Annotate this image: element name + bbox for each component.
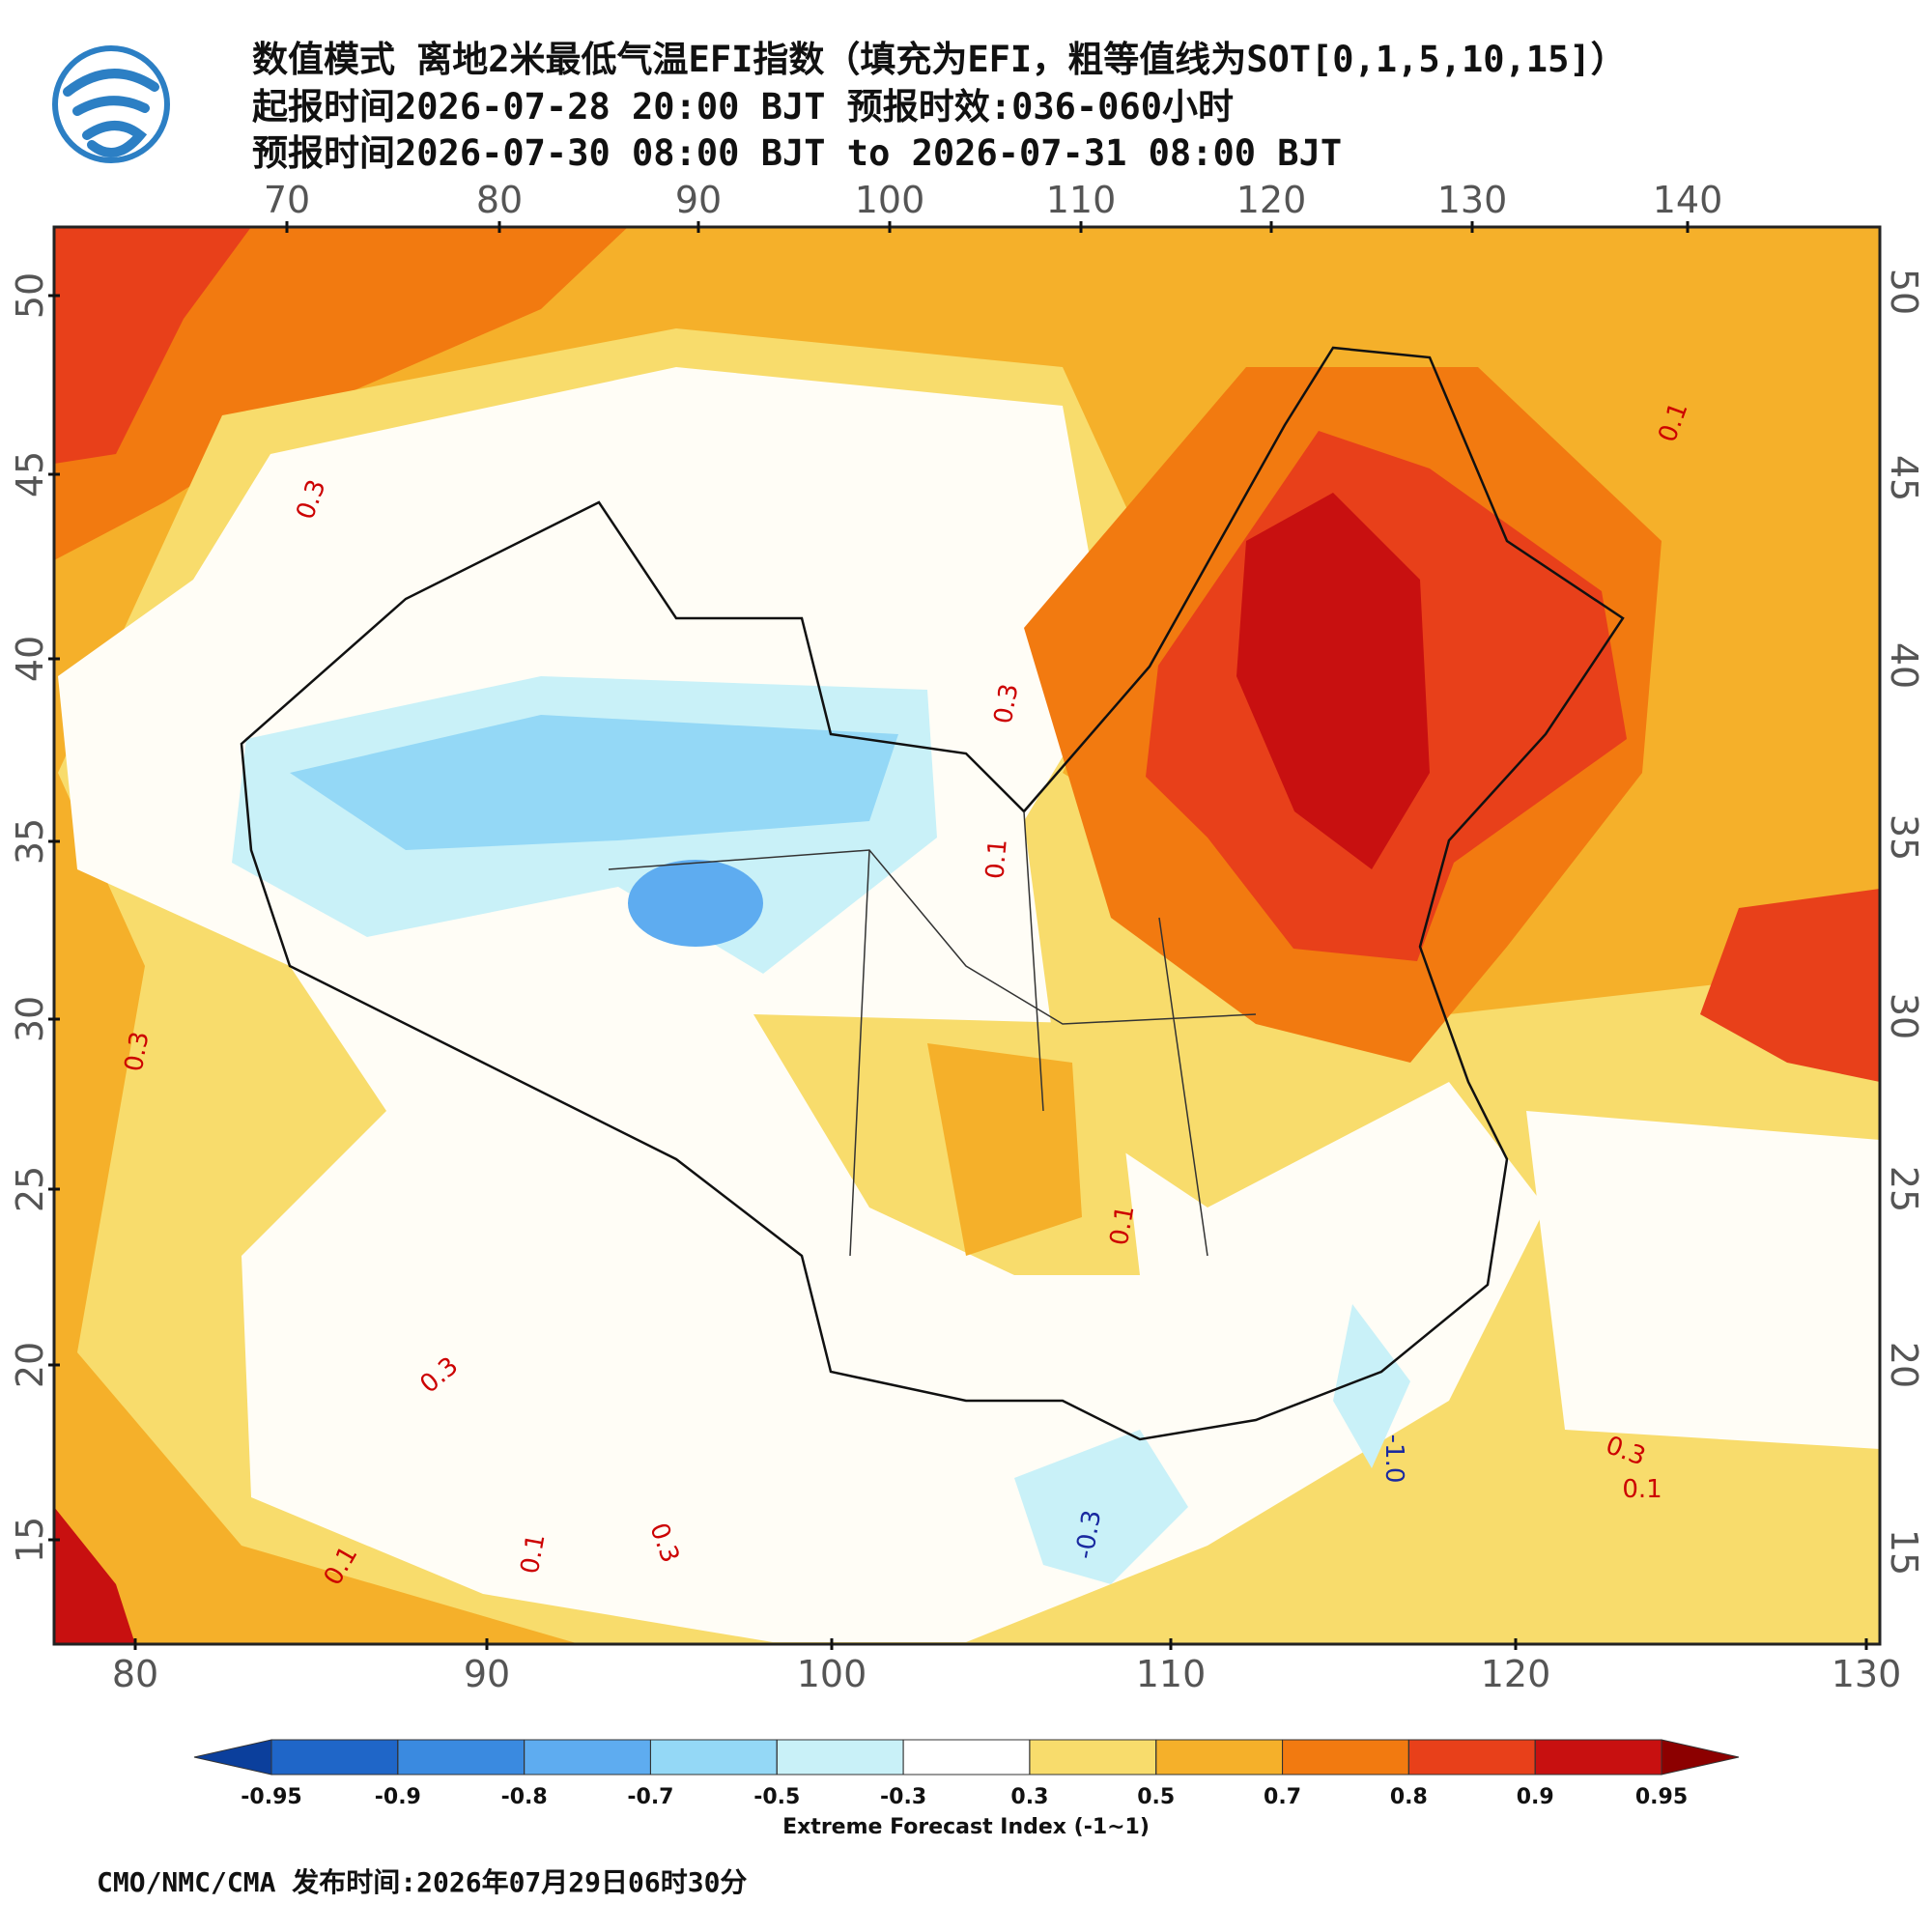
colorbar-tick-label: 0.9: [1517, 1785, 1554, 1809]
lon-tick-label: 140: [1653, 179, 1723, 221]
colorbar-extend: [1661, 1739, 1740, 1776]
colorbar-segment: [1282, 1739, 1409, 1776]
logo: [52, 45, 170, 163]
colorbar: -0.95 -0.9 -0.8 -0.7 -0.5 -0.3 0.3 0.5 0.7 0.8 0.9…: [193, 1739, 1740, 1809]
colorbar-segment: [1534, 1739, 1662, 1776]
lon-tick-label: 90: [464, 1653, 510, 1695]
lon-tick-label: 130: [1832, 1653, 1902, 1695]
colorbar-segment: [649, 1739, 778, 1776]
lon-tick-label: 110: [1136, 1653, 1207, 1695]
lon-tick-label: 80: [112, 1653, 158, 1695]
contour-label: 0.1: [980, 838, 1012, 880]
colorbar-extend: [193, 1739, 272, 1776]
lat-tick-label: 15: [9, 1517, 51, 1563]
lon-tick-label: 100: [797, 1653, 867, 1695]
lat-tick-label: 30: [1883, 993, 1925, 1039]
colorbar-segment: [397, 1739, 526, 1776]
colorbar-segment: [524, 1739, 651, 1776]
lon-tick-label: 120: [1236, 179, 1307, 221]
map-frame: [52, 225, 1882, 1646]
lat-tick-label: 35: [1883, 814, 1925, 861]
colorbar-segment: [1155, 1739, 1284, 1776]
lat-tick-label: 20: [9, 1342, 51, 1388]
contour-label: 0.1: [1105, 1204, 1141, 1248]
colorbar-segment: [270, 1739, 399, 1776]
lat-tick-label: 15: [1883, 1529, 1925, 1576]
colorbar-segment: [1407, 1739, 1536, 1776]
lat-tick-label: 25: [1883, 1166, 1925, 1212]
lat-tick-label: 45: [1883, 455, 1925, 501]
contour-label: -1.0: [1379, 1435, 1408, 1484]
colorbar-tick-label: -0.5: [753, 1785, 800, 1809]
colorbar-tick-label: 0.3: [1010, 1785, 1048, 1809]
colorbar-tick-label: -0.95: [241, 1785, 301, 1809]
title-line: 起报时间2026-07-28 20:00 BJT 预报时效:036-060小时: [252, 86, 1234, 128]
colorbar-label: Extreme Forecast Index (-1~1): [782, 1815, 1150, 1839]
colorbar-segment: [1029, 1739, 1157, 1776]
lat-tick-label: 40: [9, 636, 51, 682]
map: [54, 227, 1880, 1644]
footer: CMO/NMC/CMA 发布时间:2026年07月29日06时30分: [97, 1866, 747, 1898]
lat-tick-label: 50: [9, 272, 51, 319]
lat-tick-label: 35: [9, 818, 51, 865]
colorbar-tick-label: -0.7: [627, 1785, 673, 1809]
contour-label: 0.1: [516, 1532, 552, 1577]
title-line: 预报时间2026-07-30 08:00 BJT to 2026-07-31 0…: [252, 132, 1342, 174]
lon-tick-label: 100: [855, 179, 925, 221]
lon-tick-label: 70: [264, 179, 310, 221]
contour-label: 0.3: [989, 682, 1025, 726]
lon-tick-label: 90: [675, 179, 722, 221]
colorbar-tick-label: 0.5: [1137, 1785, 1175, 1809]
colorbar-tick-label: -0.3: [880, 1785, 926, 1809]
contour-label: 0.3: [120, 1030, 156, 1074]
colorbar-tick-label: 0.7: [1264, 1785, 1301, 1809]
lat-tick-label: 20: [1883, 1342, 1925, 1388]
lon-tick-label: 80: [476, 179, 523, 221]
lon-tick-label: 110: [1046, 179, 1117, 221]
lat-tick-label: 40: [1883, 642, 1925, 689]
colorbar-segment: [902, 1739, 1031, 1776]
colorbar-tick-label: -0.9: [375, 1785, 421, 1809]
colorbar-tick-label: 0.8: [1390, 1785, 1428, 1809]
colorbar-tick-label: 0.95: [1635, 1785, 1688, 1809]
lon-tick-label: 120: [1481, 1653, 1551, 1695]
colorbar-segment: [776, 1739, 904, 1776]
title-line: 数值模式 离地2米最低气温EFI指数（填充为EFI，粗等值线为SOT[0,1,5…: [252, 39, 1627, 80]
contour-label: 0.1: [1622, 1475, 1662, 1504]
lon-tick-label: 130: [1437, 179, 1508, 221]
lat-tick-label: 45: [9, 451, 51, 497]
lat-tick-label: 25: [9, 1166, 51, 1212]
colorbar-tick-label: -0.8: [501, 1785, 548, 1809]
lat-tick-label: 50: [1883, 269, 1925, 315]
lat-tick-label: 30: [9, 996, 51, 1042]
